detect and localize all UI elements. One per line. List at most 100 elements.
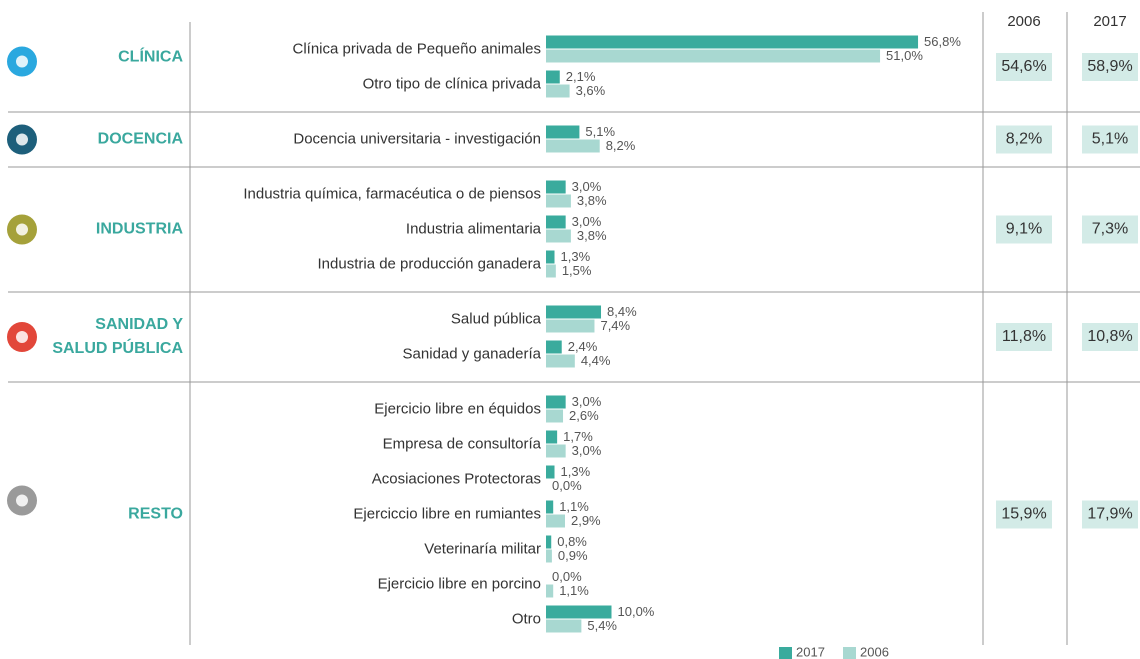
category-label: Industria de producción ganadera	[318, 255, 542, 272]
total-value: 54,6%	[1001, 58, 1046, 75]
category-label: Industria alimentaria	[406, 220, 542, 237]
group-name: RESTO	[128, 506, 183, 523]
value-label: 3,0%	[572, 394, 602, 409]
total-value: 5,1%	[1092, 131, 1128, 148]
total-value: 10,8%	[1087, 328, 1132, 345]
group-icon-inner	[16, 55, 28, 68]
category-label: Ejercicio libre en équidos	[374, 400, 541, 417]
category-label: Sanidad y ganadería	[403, 345, 542, 362]
value-label: 1,7%	[563, 429, 593, 444]
value-label: 51,0%	[886, 48, 923, 63]
value-label: 1,1%	[559, 583, 589, 598]
value-label: 1,5%	[562, 263, 592, 278]
bar	[546, 340, 562, 354]
legend-swatch	[779, 647, 792, 659]
bar	[546, 500, 554, 514]
group-name: INDUSTRIA	[96, 221, 184, 238]
category-label: Clínica privada de Pequeño animales	[293, 40, 542, 57]
value-label: 4,4%	[581, 353, 611, 368]
category-label: Veterinaría militar	[424, 540, 541, 557]
category-label: Ejerciccio libre en rumiantes	[353, 505, 541, 522]
bar	[546, 84, 570, 98]
total-box	[996, 53, 1052, 81]
group-icon-inner	[16, 331, 28, 343]
bar	[546, 619, 582, 633]
category-label: Acosiaciones Protectoras	[372, 470, 541, 487]
bar	[546, 465, 555, 479]
category-label: Otro	[512, 610, 541, 627]
value-label: 0,8%	[557, 534, 587, 549]
bar	[546, 605, 612, 619]
value-label: 0,0%	[552, 478, 582, 493]
legend-label: 2017	[796, 644, 825, 659]
category-label: Industria química, farmacéutica o de pie…	[243, 185, 541, 202]
value-label: 1,1%	[559, 499, 589, 514]
value-label: 5,1%	[585, 124, 615, 139]
value-label: 56,8%	[924, 34, 961, 49]
total-value: 58,9%	[1087, 58, 1132, 75]
category-label: Empresa de consultoría	[383, 435, 542, 452]
group-name: CLÍNICA	[118, 47, 183, 66]
category-label: Docencia universitaria - investigación	[293, 130, 541, 147]
total-box	[1082, 215, 1138, 244]
bar	[546, 584, 554, 598]
bar	[546, 409, 564, 423]
bar	[546, 535, 552, 549]
value-label: 8,2%	[606, 138, 636, 153]
bar	[546, 395, 566, 409]
value-label: 2,6%	[569, 408, 599, 423]
category-label: Ejercicio libre en porcino	[378, 575, 541, 592]
bar	[546, 229, 571, 243]
total-value: 11,8%	[1002, 328, 1046, 345]
bar	[546, 215, 566, 229]
category-label: Otro tipo de clínica privada	[363, 75, 542, 92]
value-label: 7,4%	[600, 318, 630, 333]
value-label: 10,0%	[618, 604, 655, 619]
total-value: 7,3%	[1092, 221, 1128, 238]
total-box	[1082, 125, 1138, 154]
total-box	[1082, 53, 1138, 81]
group-name: SANIDAD Y	[95, 316, 183, 333]
legend-label: 2006	[860, 644, 889, 659]
total-value: 8,2%	[1006, 131, 1042, 148]
total-value: 17,9%	[1087, 506, 1132, 523]
value-label: 3,0%	[572, 179, 602, 194]
value-label: 3,6%	[576, 83, 606, 98]
bar	[546, 514, 565, 528]
value-label: 5,4%	[587, 618, 617, 633]
total-box	[1082, 323, 1138, 351]
group-name: SALUD PÚBLICA	[52, 338, 183, 357]
value-label: 3,8%	[577, 193, 607, 208]
category-label: Salud pública	[451, 310, 542, 327]
group-icon-inner	[16, 223, 28, 236]
bar	[546, 549, 552, 563]
bar	[546, 35, 919, 49]
bar	[546, 444, 566, 458]
value-label: 8,4%	[607, 304, 637, 319]
total-box	[996, 500, 1052, 529]
total-box	[996, 323, 1052, 351]
value-label: 1,3%	[561, 464, 591, 479]
bar	[546, 430, 558, 444]
value-label: 2,4%	[568, 339, 598, 354]
value-label: 0,9%	[558, 548, 588, 563]
bar	[546, 354, 575, 368]
value-label: 3,0%	[572, 214, 602, 229]
value-label: 0,0%	[552, 569, 582, 584]
column-header: 2017	[1093, 13, 1126, 30]
bar	[546, 194, 571, 208]
value-label: 2,9%	[571, 513, 601, 528]
column-header: 2006	[1007, 13, 1040, 30]
bar	[546, 250, 555, 264]
value-label: 1,3%	[561, 249, 591, 264]
value-label: 3,8%	[577, 228, 607, 243]
bar	[546, 319, 595, 333]
group-name: DOCENCIA	[98, 131, 184, 148]
bar	[546, 264, 556, 278]
bar	[546, 125, 580, 139]
legend-swatch	[843, 647, 856, 659]
bar	[546, 305, 602, 319]
total-box	[996, 215, 1052, 244]
value-label: 2,1%	[566, 69, 596, 84]
